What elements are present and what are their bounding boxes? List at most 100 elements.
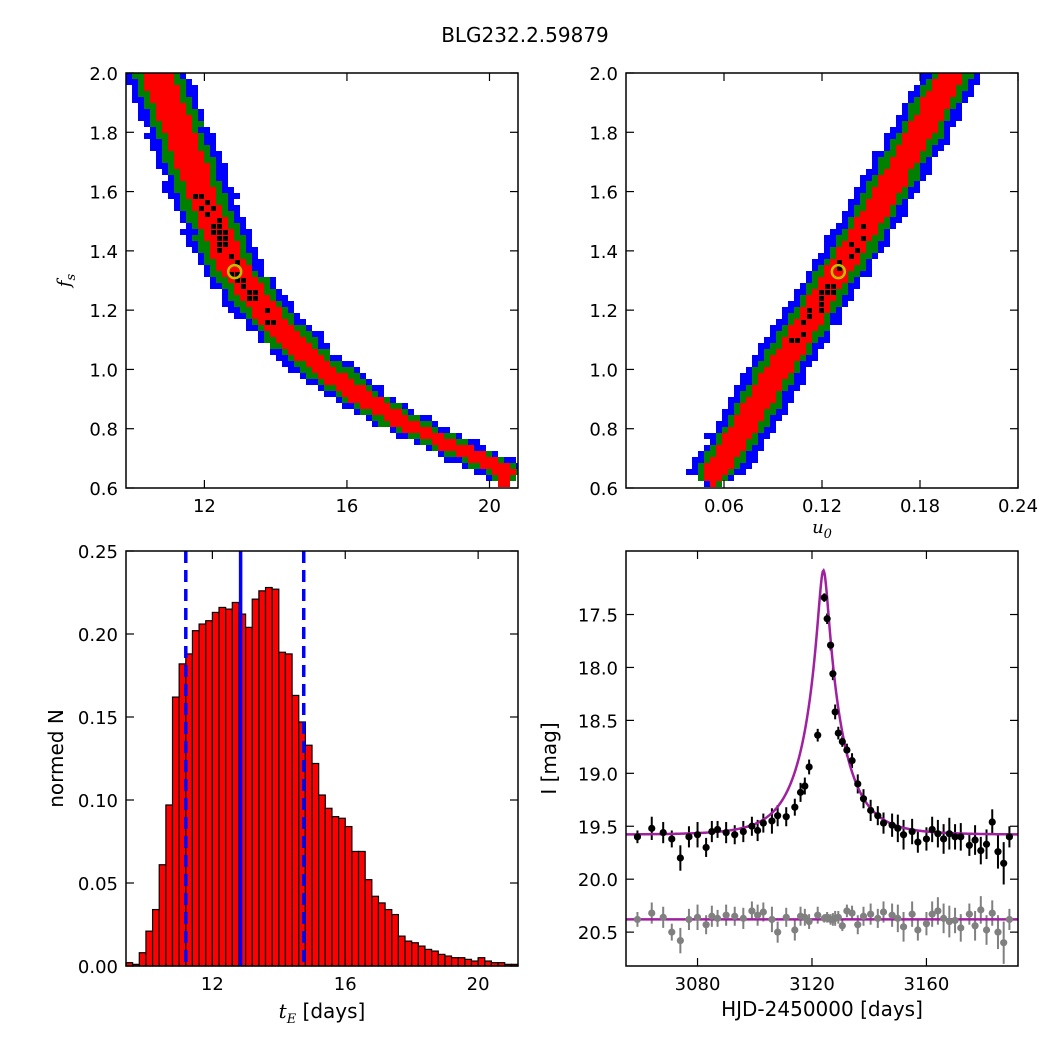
density-cell xyxy=(204,265,210,271)
density-cell xyxy=(306,379,312,385)
density-cell xyxy=(168,133,174,139)
density-cell xyxy=(252,277,258,283)
density-cell xyxy=(860,265,866,271)
density-cell xyxy=(132,85,138,91)
density-cell xyxy=(698,463,704,469)
density-cell xyxy=(758,445,764,451)
density-cell xyxy=(878,223,884,229)
density-cell xyxy=(174,127,180,133)
density-cell xyxy=(282,295,288,301)
density-cell xyxy=(878,163,884,169)
density-cell xyxy=(872,157,878,163)
density-cell xyxy=(420,439,426,445)
density-cell xyxy=(812,271,818,277)
density-cell xyxy=(420,421,426,427)
density-core-cell xyxy=(223,230,228,235)
density-cell xyxy=(758,415,764,421)
density-cell xyxy=(752,367,758,373)
density-cell xyxy=(480,469,486,475)
residual-point xyxy=(977,906,985,914)
density-cell xyxy=(800,337,806,343)
density-cell xyxy=(812,277,818,283)
density-cell xyxy=(240,289,246,295)
density-cell xyxy=(752,355,758,361)
density-cell xyxy=(764,421,770,427)
residual-point xyxy=(633,915,642,924)
density-cell xyxy=(396,403,402,409)
density-cell xyxy=(758,409,764,415)
density-cell xyxy=(782,403,788,409)
density-cell xyxy=(788,331,794,337)
density-cell xyxy=(944,109,950,115)
density-cell xyxy=(908,133,914,139)
density-cell xyxy=(818,253,824,259)
density-cell xyxy=(848,247,854,253)
density-cell xyxy=(204,127,210,133)
density-cell xyxy=(312,331,318,337)
density-cell xyxy=(896,181,902,187)
density-cell xyxy=(204,181,210,187)
density-cell xyxy=(794,385,800,391)
density-cell xyxy=(306,349,312,355)
density-cell xyxy=(294,349,300,355)
density-cell xyxy=(896,115,902,121)
density-cell xyxy=(800,313,806,319)
density-cell xyxy=(432,445,438,451)
density-cell xyxy=(836,253,842,259)
density-cell xyxy=(168,121,174,127)
y-tick-label: 1.2 xyxy=(89,301,118,322)
data-point xyxy=(922,835,931,843)
density-cell xyxy=(710,463,716,469)
density-cell xyxy=(884,217,890,223)
density-cell xyxy=(794,349,800,355)
density-cell xyxy=(854,235,860,241)
density-cell xyxy=(848,211,854,217)
density-cell xyxy=(204,133,210,139)
density-cell xyxy=(228,247,234,253)
density-cell xyxy=(294,313,300,319)
density-cell xyxy=(908,115,914,121)
density-cell xyxy=(902,211,908,217)
density-cell xyxy=(866,169,872,175)
density-core-cell xyxy=(241,284,246,289)
data-point xyxy=(722,829,730,837)
density-cell xyxy=(390,403,396,409)
histogram-bar xyxy=(457,957,466,967)
density-cell xyxy=(258,301,264,307)
histogram-bar xyxy=(278,651,287,967)
data-point xyxy=(908,827,916,836)
density-cell xyxy=(770,373,776,379)
density-cell xyxy=(890,217,896,223)
density-cell xyxy=(162,151,168,157)
density-cell xyxy=(342,397,348,403)
density-cell xyxy=(198,115,204,121)
data-point xyxy=(854,780,862,788)
density-cell xyxy=(228,235,234,241)
density-cell xyxy=(156,127,162,133)
density-cell xyxy=(180,115,186,121)
density-cell xyxy=(704,445,710,451)
density-cell xyxy=(492,457,498,463)
density-cell xyxy=(156,157,162,163)
density-cell xyxy=(848,259,854,265)
density-cell xyxy=(734,457,740,463)
density-cell xyxy=(216,199,222,205)
density-cell xyxy=(288,331,294,337)
density-cell xyxy=(848,199,854,205)
density-cell xyxy=(156,73,162,79)
density-cell xyxy=(414,439,420,445)
data-point xyxy=(820,593,828,602)
density-core-cell xyxy=(849,254,854,259)
density-cell xyxy=(836,271,842,277)
density-cell xyxy=(932,91,938,97)
density-cell xyxy=(174,163,180,169)
density-cell xyxy=(920,121,926,127)
density-cell xyxy=(150,85,156,91)
density-cell xyxy=(890,169,896,175)
density-cell xyxy=(144,133,150,139)
density-cell xyxy=(914,97,920,103)
density-cell xyxy=(794,331,800,337)
density-cell xyxy=(426,439,432,445)
density-cell xyxy=(222,199,228,205)
density-cell xyxy=(818,343,824,349)
